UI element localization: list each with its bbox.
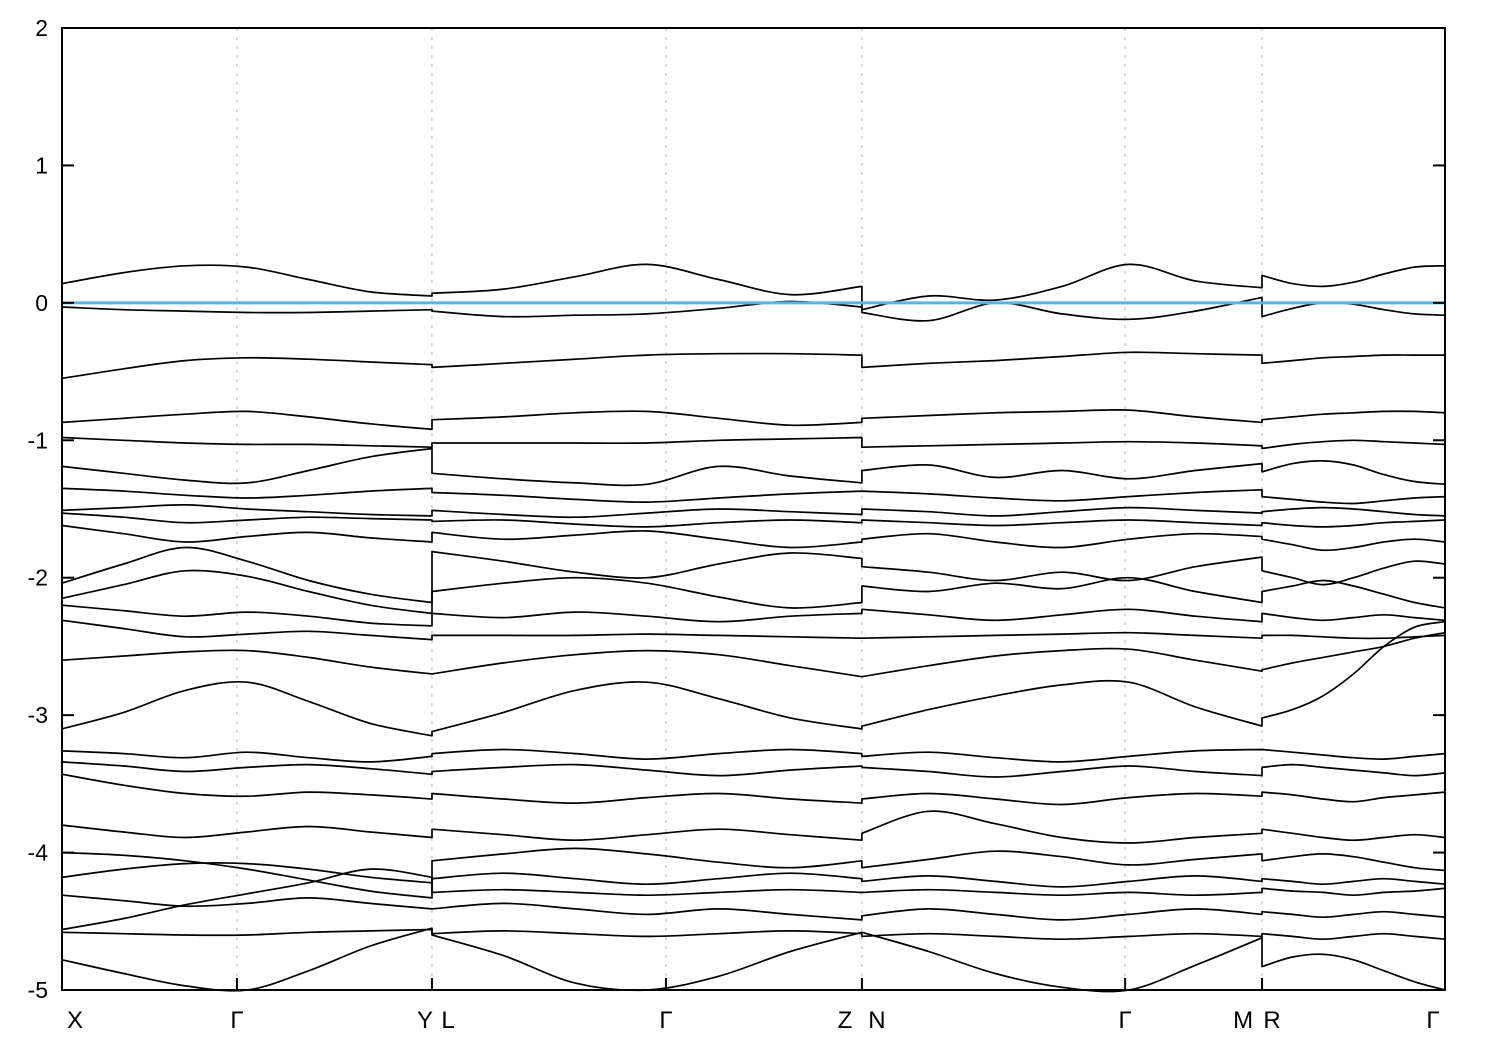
y-axis-tick-label: 2 [35,15,48,41]
energy-band-curve [61,546,1446,604]
y-axis-tick-label: -5 [28,977,48,1003]
y-axis-tick-label: -3 [28,702,48,728]
x-axis-kpoint-label: Γ [230,1007,243,1034]
y-axis-tick-label: 1 [35,152,48,178]
energy-band-curve [61,761,1446,778]
energy-band-curve [61,604,1446,627]
energy-band-curve [61,408,1446,431]
energy-band-curve [61,810,1446,844]
energy-band-curve [61,569,1446,615]
energy-band-curve [61,894,1446,921]
energy-band-curve [61,619,1446,641]
x-axis-kpoint-label: Γ [1426,1007,1439,1034]
energy-band-curve [61,487,1446,505]
y-axis-tick-label: 0 [35,290,48,316]
energy-band-curve [61,927,1446,993]
energy-band-curve [61,847,1446,899]
energy-band-curve [61,631,1446,678]
y-axis-tick-label: -4 [28,840,49,866]
energy-band-curve [61,748,1446,763]
y-axis-tick-label: -1 [28,427,48,453]
x-axis-kpoint-label: L [441,1007,454,1034]
x-axis-kpoint-label: N [868,1007,885,1034]
energy-band-curve [61,868,1446,931]
x-axis-kpoint-label: Γ [659,1007,672,1034]
x-axis-kpoint-label: X [67,1007,83,1034]
x-axis-kpoint-label: Y [417,1007,433,1034]
energy-band-curve [61,436,1446,450]
plot-border [61,27,1446,991]
energy-band-curve [61,512,1446,528]
energy-band-curve [61,928,1446,941]
energy-band-curve [61,620,1446,737]
x-axis-kpoint-label: Z [838,1007,853,1034]
energy-band-curve [61,773,1446,806]
x-axis-kpoint-label: M [1233,1007,1253,1034]
y-axis-tick-label: -2 [28,565,48,591]
x-axis-kpoint-label: R [1263,1007,1280,1034]
energy-band-curve [61,524,1446,552]
energy-band-curve [61,351,1446,380]
energy-band-curve [61,263,1446,311]
energy-band-curve [61,296,1446,322]
energy-band-curve [61,862,1446,888]
energy-band-curve [61,504,1446,519]
energy-band-curve [61,447,1446,487]
x-axis-kpoint-label: Γ [1119,1007,1132,1034]
